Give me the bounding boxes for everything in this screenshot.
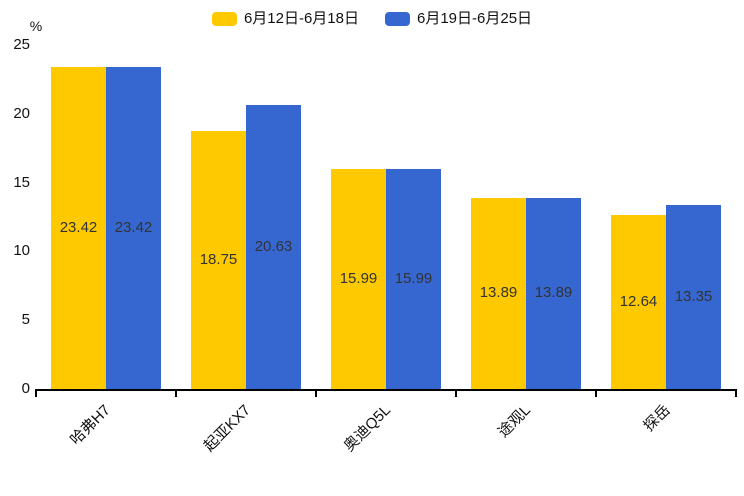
chart-legend: 6月12日-6月18日 6月19日-6月25日 (0, 8, 744, 30)
x-axis-tick (35, 389, 37, 397)
x-axis-tick (455, 389, 457, 397)
legend-label-week1: 6月12日-6月18日 (243, 10, 359, 27)
x-axis-label: 起亚KX7 (200, 401, 254, 455)
bar-value-label: 20.63 (254, 238, 293, 256)
bar-series-2-cat-5 (666, 205, 721, 389)
y-axis-tick-label: 15 (13, 173, 30, 191)
bar-value-label: 13.89 (534, 284, 573, 302)
bar-series-1-cat-3 (331, 168, 386, 389)
x-axis-tick (595, 389, 597, 397)
bar-value-label: 13.35 (674, 288, 713, 306)
bar-series-1-cat-2 (191, 131, 246, 389)
x-axis-tick (175, 389, 177, 397)
bar-series-2-cat-3 (386, 168, 441, 389)
x-axis-label: 途观L (494, 401, 534, 441)
x-axis-line (36, 389, 736, 391)
bar-value-label: 13.89 (479, 284, 518, 302)
y-axis-tick-label: 0 (21, 380, 30, 397)
legend-item-week2[interactable]: 6月19日-6月25日 (385, 8, 532, 30)
legend-swatch-blue-icon (385, 12, 410, 26)
y-axis-unit-label: % (29, 18, 43, 34)
bar-value-label: 15.99 (394, 269, 433, 287)
bar-value-label: 12.64 (619, 293, 658, 311)
y-axis-tick-label: 10 (13, 242, 30, 260)
bar-series-2-cat-4 (526, 197, 581, 389)
bar-value-label: 15.99 (339, 269, 378, 287)
x-axis-label: 探岳 (640, 401, 674, 435)
x-axis-tick (735, 389, 737, 397)
bar-value-label: 18.75 (199, 251, 238, 268)
bar-value-label: 23.42 (114, 218, 153, 236)
bar-series-1-cat-1 (51, 66, 106, 389)
bar-value-label: 23.42 (59, 218, 98, 236)
legend-label-week2: 6月19日-6月25日 (417, 10, 533, 27)
legend-swatch-yellow-icon (211, 12, 237, 26)
bar-series-1-cat-5 (611, 215, 666, 389)
legend-item-week1[interactable]: 6月12日-6月18日 (211, 8, 359, 30)
x-axis-label: 哈弗H7 (66, 401, 114, 449)
y-axis-tick-label: 25 (13, 36, 30, 53)
bar-series-2-cat-2 (246, 105, 301, 389)
x-axis-tick (315, 389, 317, 397)
x-axis-label: 奥迪Q5L (340, 401, 394, 455)
y-axis-tick-label: 5 (21, 311, 30, 329)
bar-series-2-cat-1 (106, 66, 161, 389)
bar-series-1-cat-4 (471, 197, 526, 389)
y-axis-tick-label: 20 (13, 104, 30, 122)
